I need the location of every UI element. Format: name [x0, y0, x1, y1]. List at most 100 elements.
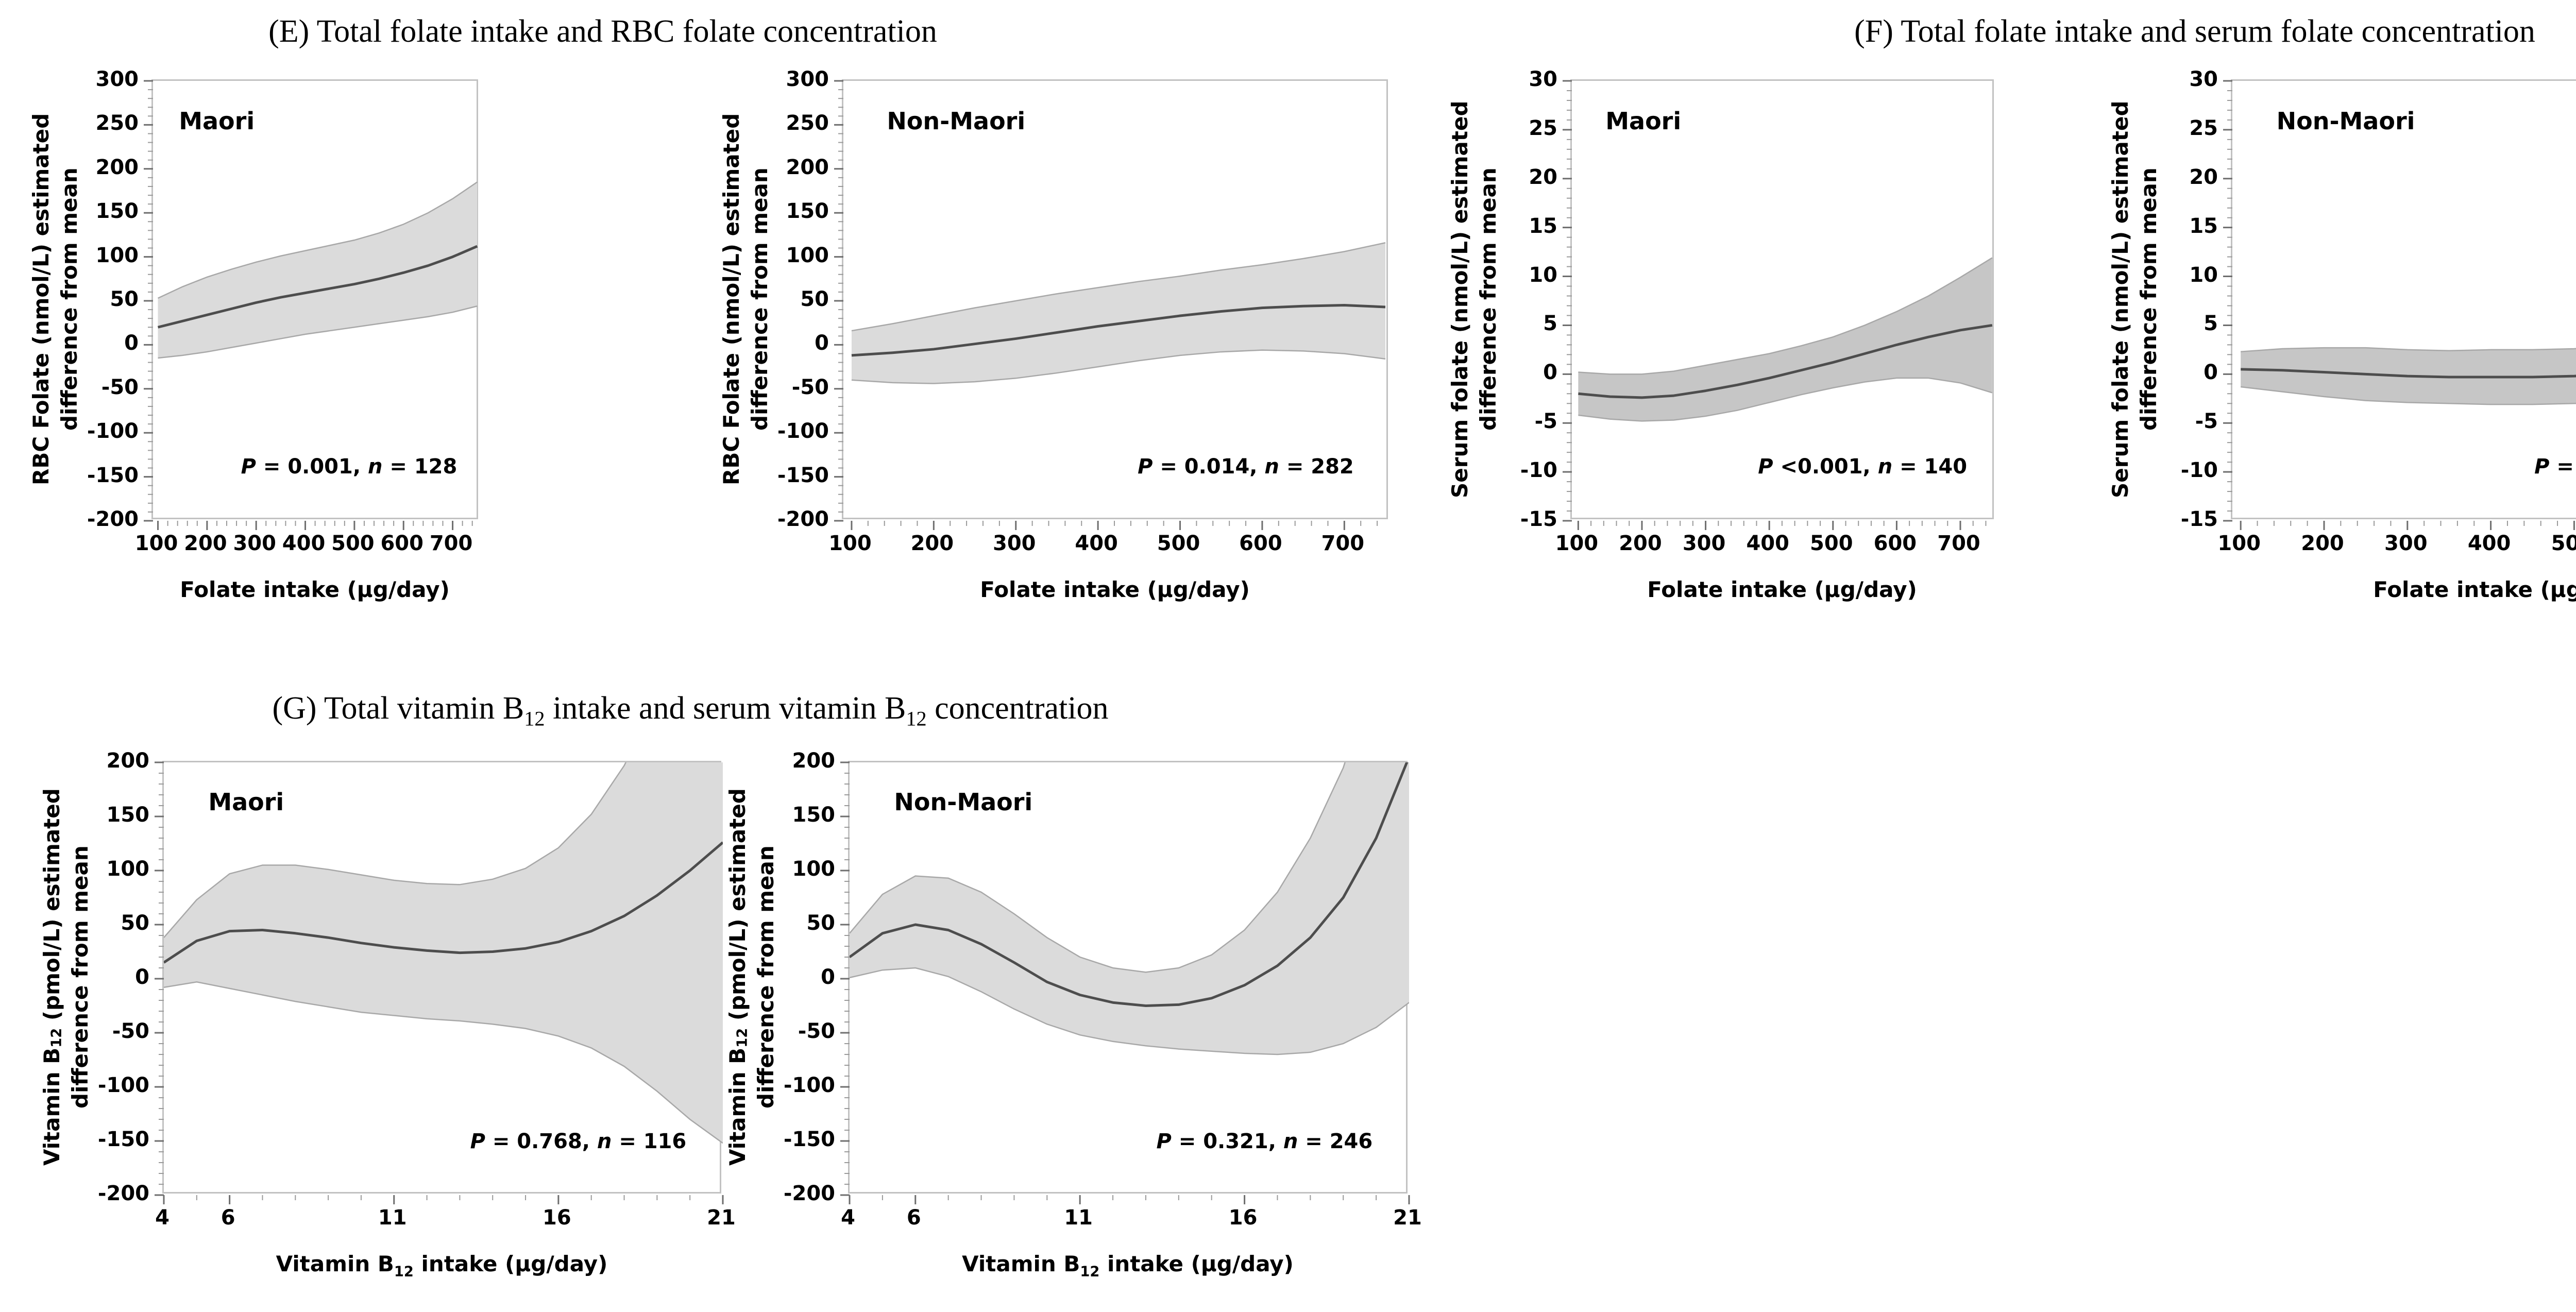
y-tick-label: 0	[821, 965, 835, 989]
axis-ticks	[1563, 80, 1987, 530]
panel-title-E: (E) Total folate intake and RBC folate c…	[268, 14, 937, 49]
group-label: Maori	[179, 107, 255, 135]
subplot-serum-folate-nonmaori: Non-Maori P = 0.435, n = 304 30 25 20 15 10 5 0 -…	[2108, 67, 2576, 602]
y-axis-ticks: 300 250 200 150 100 50 0 -50 -100 -150 -200	[64, 67, 144, 531]
x-tick-label: 300	[233, 532, 276, 555]
x-tick-label: 200	[184, 532, 227, 555]
y-tick-label: 200	[792, 749, 836, 773]
y-tick-label: -200	[97, 1182, 149, 1205]
mean-curve	[2241, 368, 2576, 379]
plot-area: Maori P <0.001, n = 140	[1563, 79, 1994, 530]
confidence-band-lower-edge	[158, 305, 478, 359]
group-label: Non-Maori	[894, 788, 1033, 816]
x-tick-label: 300	[1682, 532, 1726, 555]
mean-curve	[157, 245, 478, 329]
plot-area: Non-Maori P = 0.321, n = 246	[840, 761, 1410, 1204]
x-axis-ticks: 100 200 300 400 500 600 700	[828, 519, 1388, 560]
x-tick-label: 16	[543, 1206, 571, 1230]
x-tick-label: 500	[331, 532, 375, 555]
axis-ticks	[2223, 80, 2575, 530]
y-tick-label: -100	[87, 419, 139, 444]
y-axis-ticks: 200 150 100 50 0 -50 -100 -150 -200	[760, 749, 840, 1205]
x-tick-label: 100	[1555, 532, 1599, 555]
y-axis-ticks: 300 250 200 150 100 50 0 -50 -100 -150 -200	[754, 67, 834, 531]
stats-label: P <0.001, n = 140	[1758, 454, 1968, 479]
x-tick-label: 700	[1321, 532, 1365, 555]
x-tick-label: 300	[2384, 532, 2428, 555]
axis-ticks	[834, 80, 1378, 530]
y-axis-title-line: Vitamin B12 (pmol/L) estimated	[725, 788, 751, 1166]
y-tick-label: -200	[783, 1182, 835, 1205]
y-tick-label: 0	[1543, 361, 1557, 385]
confidence-band-lower-edge	[1578, 377, 1993, 422]
y-tick-label: -150	[783, 1128, 835, 1151]
y-tick-label: -50	[791, 375, 829, 399]
y-tick-label: 100	[786, 243, 829, 267]
y-axis-title: Vitamin B12 (pmol/L) estimated difference…	[717, 761, 787, 1194]
confidence-band	[850, 762, 1409, 1054]
y-tick-label: 100	[792, 857, 836, 881]
y-axis-title: Serum folate (nmol/L) estimated differenc…	[1439, 79, 1510, 519]
y-tick-label: 50	[121, 911, 149, 935]
confidence-band-lower-edge	[164, 981, 723, 1144]
x-tick-label: 100	[828, 532, 872, 555]
confidence-band	[158, 182, 478, 359]
stats-label: P = 0.014, n = 282	[1138, 454, 1354, 479]
y-tick-label: 20	[1529, 165, 1557, 189]
x-axis-title: Vitamin B12 intake (µg/day)	[962, 1251, 1294, 1280]
x-tick-label: 100	[2217, 532, 2261, 555]
axis-ticks	[840, 761, 1410, 1204]
confidence-band	[851, 243, 1386, 384]
y-tick-label: 0	[124, 331, 139, 355]
x-axis-title: Folate intake (µg/day)	[1647, 577, 1917, 602]
mean-curve	[851, 304, 1386, 357]
y-axis-title: Serum folate (nmol/L) estimated differenc…	[2100, 79, 2170, 519]
y-tick-label: 0	[135, 965, 149, 989]
y-axis-title-line: difference from mean	[57, 167, 82, 431]
axis-ticks	[144, 80, 473, 530]
y-tick-label: 25	[2189, 116, 2218, 140]
panel-title-G: (G) Total vitamin B12 intake and serum v…	[272, 691, 1109, 730]
group-label: Non-Maori	[887, 107, 1026, 135]
y-tick-label: -150	[97, 1128, 149, 1151]
y-tick-label: 150	[786, 199, 829, 224]
x-tick-label: 600	[1873, 532, 1917, 555]
x-tick-label: 400	[2467, 532, 2511, 555]
y-tick-label: 10	[1529, 263, 1557, 287]
x-tick-label: 200	[910, 532, 954, 555]
plot-canvas	[144, 80, 478, 530]
x-axis-ticks: 4 6 11 16 21	[155, 1194, 736, 1235]
y-axis-title-line: RBC Folate (nmol/L) estimated	[28, 113, 54, 486]
y-tick-label: -10	[1520, 458, 1557, 483]
y-tick-label: -100	[783, 1074, 835, 1097]
x-tick-label: 6	[221, 1206, 235, 1230]
x-tick-label: 300	[992, 532, 1036, 555]
mean-curve	[164, 841, 723, 964]
confidence-band-upper-edge	[851, 242, 1386, 332]
y-tick-label: 25	[1529, 116, 1557, 140]
x-tick-label: 4	[155, 1206, 170, 1230]
group-label: Non-Maori	[2276, 107, 2415, 135]
plot-canvas	[1563, 80, 1993, 530]
y-tick-label: -50	[101, 375, 139, 399]
y-tick-label: 250	[786, 111, 829, 135]
y-axis-title-line: difference from mean	[753, 845, 778, 1109]
subplot-vitamin-b12-nonmaori: Non-Maori P = 0.321, n = 246 200 150 100 50 0 -…	[725, 749, 1421, 1280]
y-tick-label: 5	[2204, 312, 2218, 336]
x-tick-label: 500	[1810, 532, 1853, 555]
stats-label: P = 0.768, n = 116	[470, 1129, 687, 1153]
plot-canvas	[840, 761, 1410, 1204]
x-tick-label: 700	[1937, 532, 1980, 555]
x-tick-label: 400	[282, 532, 326, 555]
y-tick-label: 50	[110, 287, 139, 311]
stats-label: P = 0.435, n = 304	[2534, 454, 2576, 479]
confidence-band-upper-edge	[164, 762, 627, 939]
x-tick-label: 600	[380, 532, 423, 555]
mean-curve	[1578, 323, 1993, 399]
group-label: Maori	[1605, 107, 1682, 135]
y-tick-label: 250	[95, 111, 139, 135]
x-tick-label: 500	[1157, 532, 1200, 555]
y-tick-label: 150	[95, 199, 139, 224]
y-tick-label: -100	[777, 419, 829, 444]
y-tick-label: 150	[106, 803, 150, 827]
